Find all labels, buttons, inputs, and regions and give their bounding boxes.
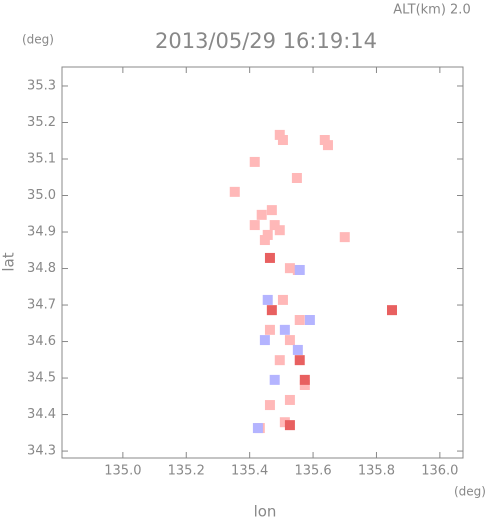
x-tick-label: 135.6 — [294, 464, 331, 479]
y-tick-label: 35.0 — [27, 188, 56, 203]
echo-point — [322, 140, 333, 151]
x-tick-label: 135.8 — [358, 464, 395, 479]
altitude-label: ALT(km) 2.0 — [393, 3, 470, 18]
echo-point — [269, 374, 280, 385]
echo-point — [256, 209, 267, 220]
echo-point — [386, 305, 397, 316]
echo-point — [266, 205, 277, 216]
echo-point — [284, 335, 295, 346]
echo-point — [252, 423, 263, 434]
echo-point — [277, 135, 288, 146]
echo-point — [299, 379, 310, 390]
echo-point — [266, 305, 277, 316]
echo-point — [284, 263, 295, 274]
x-axis-label: lon — [254, 503, 277, 521]
echo-point — [264, 400, 275, 411]
echo-point — [274, 225, 285, 236]
x-tick-label: 135.0 — [104, 464, 141, 479]
y-tick-label: 34.8 — [27, 261, 56, 276]
y-tick-label: 34.3 — [27, 444, 56, 459]
chart-title: 2013/05/29 16:19:14 — [155, 29, 377, 53]
echo-point — [264, 252, 275, 263]
y-tick-label: 34.5 — [27, 371, 56, 386]
echo-point — [304, 315, 315, 325]
y-tick-label: 34.7 — [27, 298, 56, 313]
echo-point — [279, 417, 290, 428]
x-tick-label: 136.0 — [421, 464, 458, 479]
y-tick-label: 34.6 — [27, 334, 56, 349]
y-tick-label: 34.4 — [27, 407, 56, 422]
y-axis-label: lat — [0, 252, 18, 271]
echo-point — [269, 220, 280, 231]
y-tick-label: 34.9 — [27, 225, 56, 240]
echo-point — [262, 229, 273, 240]
y-unit: (deg) — [22, 33, 54, 47]
echo-point — [294, 315, 305, 325]
echo-point — [259, 335, 270, 346]
echo-point — [294, 264, 305, 275]
echo-point — [274, 129, 285, 140]
echo-point — [279, 324, 290, 335]
echo-point — [291, 172, 302, 183]
echo-point — [262, 294, 273, 305]
echo-point — [319, 135, 330, 146]
echo-point — [277, 294, 288, 305]
echo-point — [264, 324, 275, 335]
echo-point — [292, 344, 303, 355]
echo-point — [259, 235, 270, 246]
y-tick-label: 35.3 — [27, 78, 56, 93]
echo-point — [249, 220, 260, 231]
x-tick-label: 135.2 — [168, 464, 205, 479]
echo-point — [249, 156, 260, 167]
echo-point — [294, 355, 305, 366]
x-unit: (deg) — [454, 485, 486, 499]
y-tick-label: 35.1 — [27, 152, 56, 167]
plot-frame — [61, 66, 464, 459]
echo-point — [274, 355, 285, 366]
echo-point — [284, 420, 295, 431]
echo-point — [299, 374, 310, 385]
y-tick-label: 35.2 — [27, 115, 56, 130]
x-tick-label: 135.4 — [231, 464, 268, 479]
echo-point — [339, 232, 350, 243]
echo-point — [229, 186, 240, 197]
echo-point — [284, 394, 295, 405]
